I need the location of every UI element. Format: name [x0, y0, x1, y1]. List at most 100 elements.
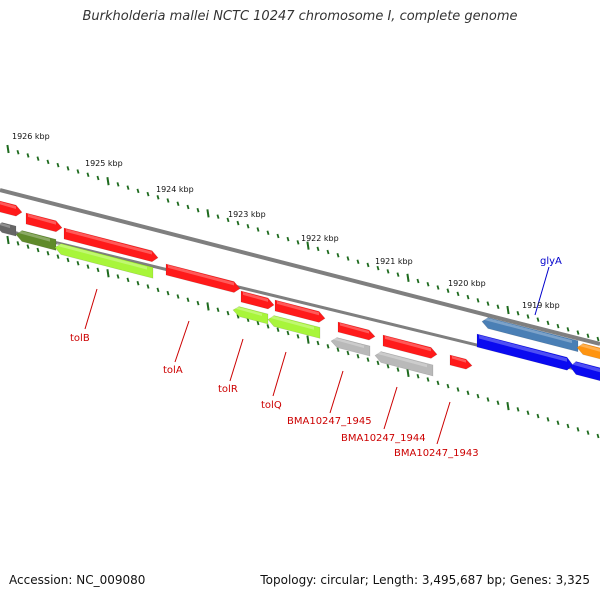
- outer-scale-tick: [456, 291, 460, 297]
- gene-tolR-highlight: [243, 292, 268, 302]
- inner-scale-tick: [556, 420, 560, 425]
- kbp-label: 1920 kbp: [448, 279, 486, 288]
- outer-scale-tick: [206, 209, 210, 218]
- outer-scale-tick: [376, 265, 380, 271]
- gene-label-BMA10247_1943: BMA10247_1943: [394, 448, 479, 459]
- inner-scale-tick: [496, 400, 500, 406]
- inner-scale-tick: [316, 340, 320, 346]
- inner-scale-tick: [196, 300, 200, 306]
- outer-scale-tick: [186, 204, 190, 210]
- outer-scale-tick: [336, 253, 340, 258]
- gene-label-tolA: tolA: [163, 365, 183, 376]
- gene-arrow-highlight: [57, 243, 147, 270]
- gene-label-tolR: tolR: [218, 384, 238, 395]
- gene-BMA10247_1945-body: [337, 321, 376, 341]
- gene-arrow: [54, 243, 154, 279]
- inner-scale-tick: [136, 280, 140, 286]
- outer-scale-tick: [216, 214, 220, 219]
- kbp-label: 1923 kbp: [228, 210, 266, 219]
- inner-scale-tick: [336, 347, 340, 352]
- inner-scale-tick: [236, 314, 240, 319]
- inner-scale-tick: [66, 257, 70, 263]
- inner-scale-tick: [156, 287, 160, 293]
- accession-text: Accession: NC_009080: [9, 573, 146, 587]
- gene-arrow-body: [15, 230, 57, 251]
- inner-scale-tick: [76, 260, 80, 266]
- gene-tolR: [240, 290, 275, 310]
- gene-arrow-body: [0, 200, 23, 217]
- inner-scale-tick: [56, 254, 60, 259]
- outer-scale-tick: [36, 156, 40, 161]
- gene-BMA10247_1943-highlight: [452, 356, 466, 363]
- outer-scale-tick: [586, 333, 590, 339]
- inner-scale-tick: [446, 383, 450, 389]
- inner-scale-tick: [36, 247, 40, 253]
- gene-tolB-highlight: [66, 229, 152, 255]
- gene-tolR-body: [240, 290, 275, 310]
- outer-scale-tick: [346, 256, 350, 261]
- kbp-label: 1925 kbp: [85, 159, 123, 168]
- inner-scale-tick: [286, 330, 290, 336]
- outer-scale-tick: [326, 249, 330, 255]
- inner-scale-tick: [46, 251, 50, 256]
- outer-scale-tick: [286, 236, 290, 242]
- outer-scale-tick: [236, 220, 240, 226]
- outer-scale-tick: [576, 330, 580, 335]
- gene-label-BMA10247_1945: BMA10247_1945: [287, 416, 372, 427]
- inner-scale-tick: [386, 363, 390, 369]
- outer-scale-tick: [166, 198, 170, 203]
- gene-arrow: [15, 230, 57, 251]
- gene-arrow-body: [267, 315, 321, 339]
- gene-arrow: [232, 306, 269, 325]
- inner-scale-tick: [256, 320, 260, 326]
- gene-label-tolB: tolB: [70, 333, 90, 344]
- outer-scale-tick: [226, 217, 230, 223]
- outer-scale-tick: [366, 262, 370, 268]
- outer-scale-tick: [536, 317, 540, 322]
- inner-scale-tick: [476, 393, 480, 399]
- inner-scale-tick: [416, 373, 420, 379]
- outer-scale-tick: [446, 288, 450, 293]
- label-leaders: [84, 266, 550, 445]
- gene-BMA10247_1943-body: [449, 354, 473, 370]
- gene-arrow-highlight: [0, 201, 16, 210]
- gene-tolQ-body: [274, 299, 326, 323]
- inner-scale-tick: [226, 310, 230, 316]
- outer-scale-tick: [306, 241, 310, 250]
- genome-summary-text: Topology: circular; Length: 3,495,687 bp…: [260, 573, 590, 587]
- outer-scale-tick: [486, 301, 490, 306]
- leader-BMA10247_1943: [436, 401, 451, 445]
- gene-glyA-highlight: [484, 317, 572, 344]
- inner-scale-tick: [356, 354, 360, 359]
- outer-tick-track: [6, 144, 600, 342]
- outer-scale-tick: [296, 240, 300, 245]
- gene-arrow-highlight: [479, 335, 567, 362]
- inner-scale-tick: [466, 390, 470, 396]
- inner-scale-tick: [126, 277, 130, 283]
- outer-scale-tick: [6, 144, 10, 154]
- gene-arrow-highlight: [18, 230, 50, 242]
- inner-scale-tick: [506, 401, 510, 411]
- outer-scale-tick: [66, 166, 70, 171]
- gene-arrow-body: [476, 333, 574, 371]
- gene-tolQ: [274, 299, 326, 323]
- outer-scale-tick: [76, 169, 80, 174]
- kbp-scale-labels: 1926 kbp 1925 kbp 1924 kbp 1923 kbp 1922 kbp…: [12, 132, 560, 310]
- inner-scale-tick: [576, 427, 580, 432]
- gene-label-glyA: glyA: [540, 256, 562, 267]
- kbp-label: 1926 kbp: [12, 132, 50, 141]
- outer-scale-tick: [546, 320, 550, 326]
- outer-scale-tick: [316, 246, 320, 252]
- kbp-label: 1924 kbp: [156, 185, 194, 194]
- outer-scale-tick: [596, 336, 600, 342]
- inner-scale-tick: [426, 377, 430, 382]
- map-title: Burkholderia mallei NCTC 10247 chromosom…: [82, 9, 518, 24]
- inner-tick-track: [6, 235, 600, 439]
- gene-arrow-highlight: [0, 222, 10, 229]
- outer-scale-tick: [436, 285, 440, 290]
- outer-scale-tick: [416, 278, 420, 284]
- gene-tolA-body: [165, 263, 241, 293]
- gene-arrow: [25, 212, 63, 233]
- outer-scale-tick: [136, 188, 140, 194]
